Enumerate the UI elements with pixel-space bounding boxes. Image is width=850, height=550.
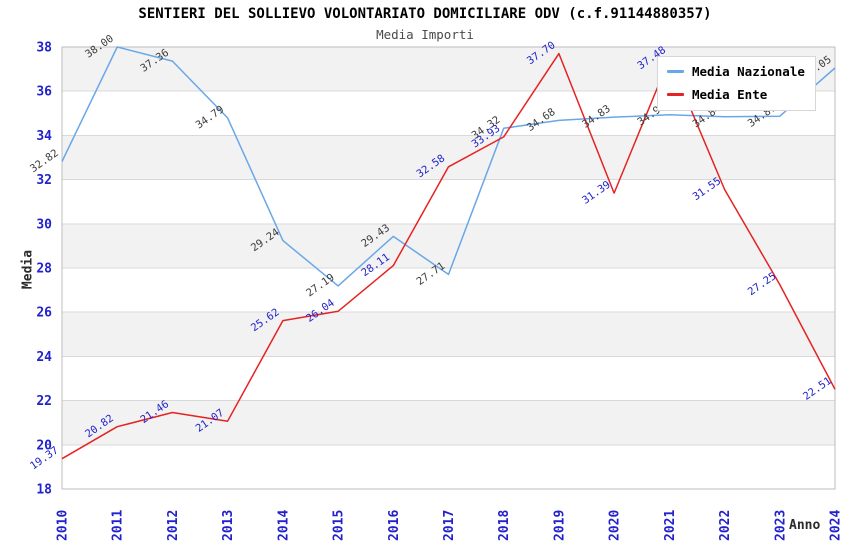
svg-text:34.83: 34.83 [580, 103, 613, 131]
x-axis-title: Anno [789, 518, 821, 533]
svg-text:31.39: 31.39 [580, 179, 613, 207]
svg-text:36: 36 [36, 85, 52, 100]
legend-item-media-nazionale: Media Nazionale [667, 64, 805, 79]
svg-text:34.68: 34.68 [525, 106, 558, 134]
svg-text:30: 30 [36, 217, 52, 232]
legend-label: Media Nazionale [692, 64, 805, 79]
y-axis-title: Media [20, 249, 36, 290]
svg-text:24: 24 [36, 350, 52, 365]
legend-label: Media Ente [692, 87, 768, 102]
svg-text:28: 28 [36, 262, 52, 277]
svg-text:27.25: 27.25 [746, 270, 779, 298]
chart-subtitle: Media Importi [376, 27, 474, 42]
svg-text:2023: 2023 [773, 510, 788, 541]
svg-text:2019: 2019 [552, 510, 567, 541]
legend-item-media-ente: Media Ente [667, 87, 805, 102]
svg-text:2022: 2022 [718, 510, 733, 541]
svg-text:22.51: 22.51 [801, 375, 834, 403]
svg-text:2021: 2021 [663, 510, 678, 541]
svg-text:2015: 2015 [332, 510, 347, 541]
svg-text:22: 22 [36, 394, 52, 409]
svg-text:2018: 2018 [497, 510, 512, 541]
svg-text:20: 20 [36, 438, 52, 453]
svg-text:2024: 2024 [829, 510, 844, 541]
svg-text:2013: 2013 [221, 510, 236, 541]
legend-line-sample-nazionale [667, 70, 684, 73]
svg-text:34: 34 [36, 129, 52, 144]
svg-text:32.82: 32.82 [28, 147, 61, 175]
svg-text:2012: 2012 [166, 510, 181, 541]
svg-text:2020: 2020 [608, 510, 623, 541]
chart-title: SENTIERI DEL SOLLIEVO VOLONTARIATO DOMIC… [138, 6, 712, 22]
svg-text:34.79: 34.79 [194, 104, 227, 132]
svg-text:27.19: 27.19 [304, 272, 337, 300]
legend-line-sample-ente [667, 93, 684, 96]
svg-text:26: 26 [36, 306, 52, 321]
svg-text:2017: 2017 [442, 510, 457, 541]
svg-text:18: 18 [36, 483, 52, 498]
svg-text:2014: 2014 [276, 510, 291, 541]
svg-text:32: 32 [36, 173, 52, 188]
svg-text:38: 38 [36, 41, 52, 56]
svg-text:2011: 2011 [111, 510, 126, 541]
svg-text:2010: 2010 [56, 510, 71, 541]
legend: Media Nazionale Media Ente [657, 56, 816, 111]
svg-text:2016: 2016 [387, 510, 402, 541]
